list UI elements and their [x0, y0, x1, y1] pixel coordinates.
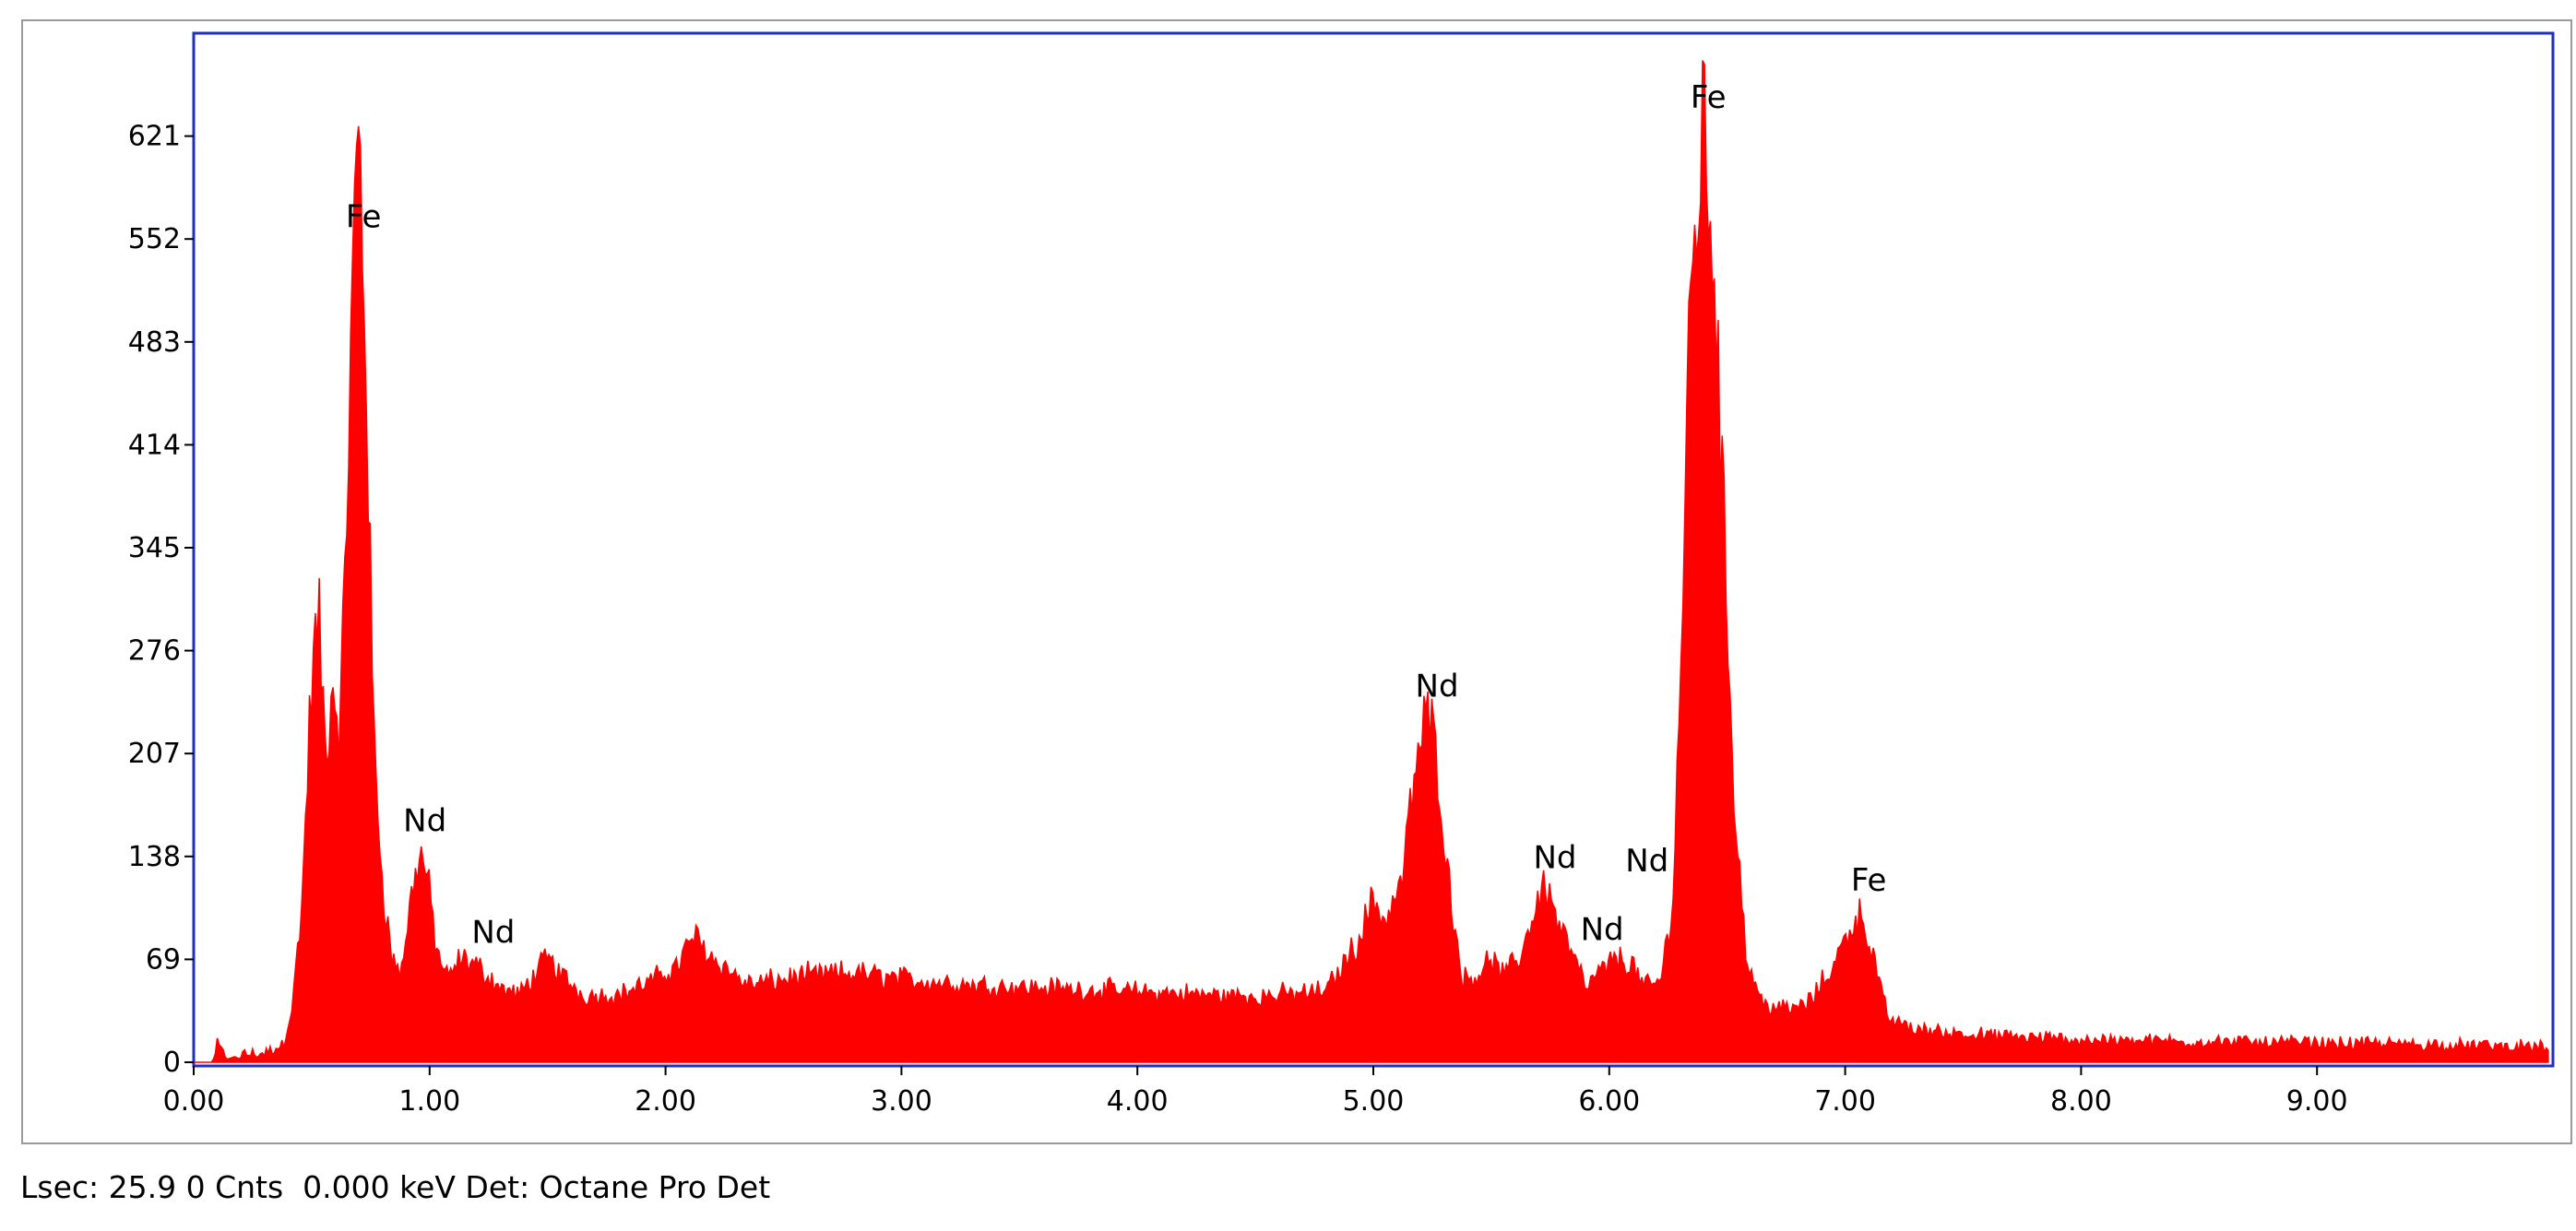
peak-label: Fe [346, 198, 382, 235]
spectrum-series [194, 60, 2549, 1063]
peak-label: Nd [403, 802, 446, 839]
y-tick-label: 138 [128, 841, 181, 873]
x-tick-label: 9.00 [2286, 1085, 2348, 1118]
y-tick-label: 621 [128, 121, 181, 153]
y-tick-label: 414 [128, 429, 181, 461]
y-tick-label: 276 [128, 635, 181, 668]
status-line: Lsec: 25.9 0 Cnts 0.000 keV Det: Octane … [20, 1169, 771, 1205]
peak-label: Fe [1691, 79, 1727, 116]
x-axis: 0.00 1.00 2.00 3.00 4.00 5.00 6.00 7.00 8.00 9.00 [163, 1066, 2348, 1118]
x-tick-label: 3.00 [871, 1085, 932, 1118]
y-tick-label: 0 [163, 1047, 181, 1079]
y-axis: 0 69 138 207 276 345 414 483 552 621 [128, 121, 194, 1079]
x-tick-label: 1.00 [398, 1085, 460, 1118]
y-tick-label: 345 [128, 532, 181, 564]
x-tick-label: 6.00 [1578, 1085, 1640, 1118]
y-tick-label: 552 [128, 223, 181, 255]
peak-label: Nd [1581, 911, 1624, 948]
x-tick-label: 4.00 [1107, 1085, 1169, 1118]
x-tick-label: 8.00 [2050, 1085, 2112, 1118]
peak-label: Nd [1533, 840, 1576, 877]
spectrum-area [194, 60, 2549, 1063]
y-tick-label: 207 [128, 738, 181, 770]
peak-label: Nd [1416, 669, 1459, 705]
peak-label: Nd [1625, 843, 1668, 880]
y-tick-label: 69 [146, 943, 181, 976]
peak-label: Nd [471, 915, 515, 952]
x-tick-label: 0.00 [163, 1085, 225, 1118]
x-tick-label: 5.00 [1343, 1085, 1405, 1118]
y-tick-label: 483 [128, 326, 181, 359]
peak-label: Fe [1851, 862, 1887, 899]
x-tick-label: 2.00 [635, 1085, 696, 1118]
x-tick-label: 7.00 [1814, 1085, 1876, 1118]
